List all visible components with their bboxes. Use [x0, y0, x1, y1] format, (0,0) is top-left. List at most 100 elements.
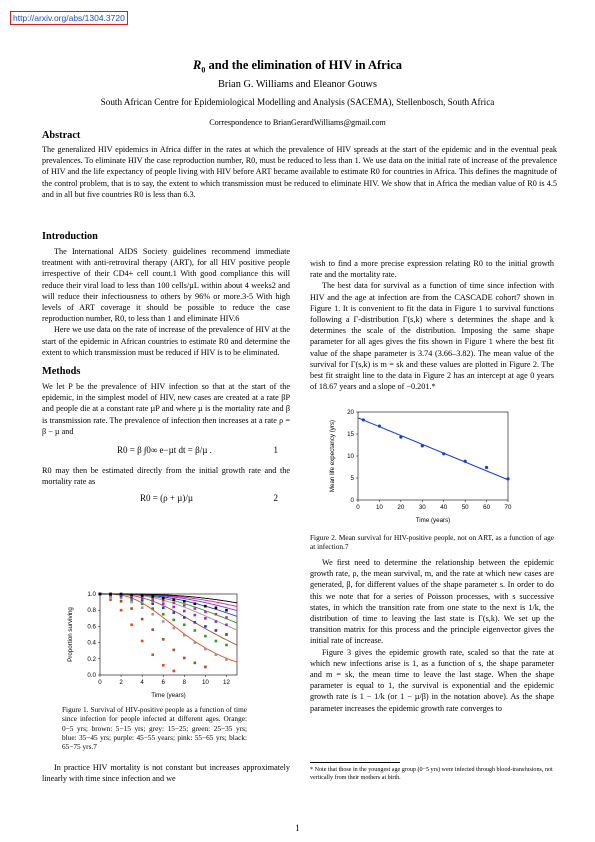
data-point	[442, 452, 446, 456]
affiliation: South African Centre for Epidemiological…	[100, 97, 495, 107]
data-point	[193, 621, 197, 624]
x-tick-label: 4	[140, 679, 144, 686]
page-number: 1	[295, 823, 300, 833]
data-point	[161, 620, 165, 623]
data-point	[204, 665, 207, 669]
data-point	[172, 669, 176, 673]
data-point	[225, 658, 228, 661]
right-column-bottom: We first need to determine the relations…	[310, 557, 554, 714]
data-point	[140, 639, 144, 643]
data-point	[161, 602, 165, 606]
data-point	[172, 605, 176, 609]
figure-2-caption: Figure 2. Mean survival for HIV-positive…	[310, 533, 554, 552]
data-point	[361, 418, 365, 422]
data-point	[98, 592, 102, 596]
data-point	[377, 424, 382, 428]
x-tick-label: 70	[505, 504, 512, 511]
y-tick-label: 0.2	[87, 656, 96, 663]
data-point	[193, 629, 197, 632]
data-point	[151, 596, 154, 600]
data-point	[204, 610, 207, 614]
x-tick-label: 50	[462, 504, 469, 511]
methods-paragraph-3-text: In practice HIV mortality is not constan…	[42, 763, 290, 784]
figure-2-chart: 0 10 20 30 40 50 60 70 0 5 10 15 20 Time (years) Mean …	[329, 409, 512, 524]
y-tick-label: 20	[347, 409, 354, 416]
methods-paragraph-1: We let P be the prevalence of HIV infect…	[42, 382, 290, 436]
data-point	[161, 638, 165, 641]
x-tick-label: 20	[397, 504, 404, 511]
data-point	[506, 477, 510, 481]
y-tick-label: 10	[347, 453, 354, 460]
series-fit-line	[100, 593, 238, 663]
right-paragraph-3: We first need to determine the relations…	[310, 558, 554, 646]
intro-paragraph-2: Here we use data on the rate of increase…	[42, 325, 290, 357]
y-tick-label: 5	[351, 475, 355, 482]
x-tick-label: 10	[202, 679, 209, 686]
data-point	[193, 613, 197, 617]
x-tick-label: 0	[356, 504, 360, 511]
data-point	[183, 656, 186, 660]
data-point	[151, 607, 154, 610]
data-point	[119, 592, 123, 596]
data-point	[214, 639, 218, 643]
arxiv-link[interactable]: http://arxiv.org/abs/1304.3720	[10, 11, 128, 25]
data-point	[161, 599, 165, 602]
x-axis-label: Time (years)	[416, 517, 451, 524]
data-point	[172, 648, 176, 652]
x-tick-label: 8	[183, 679, 187, 686]
data-point	[225, 643, 228, 647]
data-point	[214, 653, 218, 657]
x-tick-label: 10	[376, 504, 383, 511]
x-tick-label: 12	[223, 679, 230, 686]
data-point	[109, 598, 112, 601]
data-point	[151, 602, 154, 606]
data-point	[161, 596, 165, 600]
correspondence: Correspondence to BrianGerardWilliams@gm…	[209, 118, 386, 127]
figure-2: 0 10 20 30 40 50 60 70 0 5 10 15 20 Time (years) Mean …	[322, 404, 522, 529]
right-paragraph-4: Figure 3 gives the epidemic growth rate,…	[310, 647, 554, 713]
equation-1-body: R0 = β ∫0∞ e−µt dt = β/µ .	[117, 445, 212, 456]
x-tick-label: 30	[419, 504, 426, 511]
introduction-heading: Introduction	[42, 231, 98, 242]
y-tick-label: 0.0	[87, 672, 96, 679]
data-point	[172, 598, 176, 601]
data-point	[140, 596, 144, 600]
data-point	[193, 602, 197, 606]
figure-1: 0 2 4 6 8 10 12 0.0 0.2 0.4 0.6 0.8 1.0 Time (years) P…	[62, 588, 247, 703]
data-point	[214, 606, 218, 610]
x-axis-label: Time (years)	[151, 692, 186, 699]
right-column-top: wish to find a more precise expression r…	[310, 258, 554, 392]
intro-paragraph-1: The International AIDS Society guideline…	[42, 247, 290, 324]
right-paragraph-2: The best data for survival as a function…	[310, 281, 554, 392]
data-point	[225, 623, 228, 627]
data-point	[109, 592, 112, 596]
data-point	[204, 604, 207, 608]
y-tick-label: 0.6	[87, 623, 96, 630]
title-symbol: R	[193, 58, 202, 72]
data-point	[151, 612, 154, 616]
x-tick-label: 2	[119, 679, 123, 686]
data-point	[161, 612, 165, 616]
left-column: Introduction The International AIDS Soci…	[42, 231, 290, 511]
abstract-heading: Abstract	[42, 130, 81, 141]
data-point	[193, 641, 197, 644]
x-tick-label: 60	[483, 504, 490, 511]
data-point	[140, 599, 144, 602]
y-axis-label: Proportion surviving	[67, 607, 74, 662]
data-point	[193, 661, 197, 665]
data-point	[214, 629, 218, 632]
figure-1-caption: Figure 1. Survival of HIV-positive peopl…	[62, 705, 247, 752]
data-point	[130, 600, 133, 604]
data-point	[130, 607, 133, 610]
methods-paragraph-3: In practice HIV mortality is not constan…	[42, 762, 290, 784]
equation-2-number: 2	[273, 493, 279, 504]
data-point	[130, 593, 133, 597]
data-point	[463, 459, 467, 463]
plot-frame	[99, 593, 238, 676]
data-point	[183, 604, 186, 607]
equation-1-number: 1	[273, 445, 279, 456]
data-point	[183, 634, 186, 637]
abstract-section: Abstract The generalized HIV epidemics i…	[42, 130, 557, 200]
data-point	[183, 623, 186, 627]
data-point	[399, 435, 403, 439]
